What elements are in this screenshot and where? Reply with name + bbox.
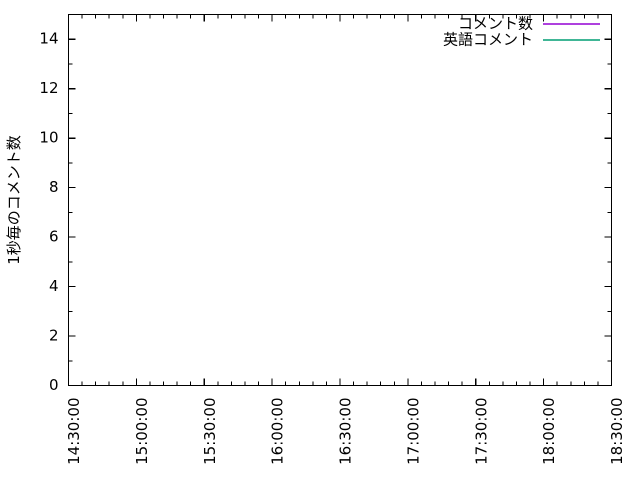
x-tick-label: 17:30:00 — [472, 398, 490, 465]
y-axis-ticks: 0 2 4 6 8 10 12 14 — [39, 14, 612, 394]
y-tick-label: 6 — [49, 228, 59, 246]
y-tick-label: 0 — [49, 376, 59, 394]
x-tick-label: 18:00:00 — [540, 398, 558, 465]
y-tick-label: 14 — [39, 30, 58, 48]
y-tick-label: 12 — [39, 79, 58, 97]
x-tick-label: 14:30:00 — [65, 398, 83, 465]
plot-border — [67, 13, 613, 387]
x-tick-label: 18:30:00 — [608, 398, 626, 465]
x-tick-label: 15:00:00 — [133, 398, 151, 465]
y-tick-label: 2 — [49, 327, 59, 345]
x-tick-label: 16:00:00 — [269, 398, 287, 465]
x-tick-label: 17:00:00 — [404, 398, 422, 465]
y-axis-title: 1秒毎のコメント数 — [5, 135, 23, 265]
x-axis-ticks: 14:30:00 15:00:00 15:30:00 16:00:00 16:30:00… — [65, 14, 626, 465]
legend-label-1: コメント数 — [458, 15, 533, 33]
legend-label-2: 英語コメント — [443, 31, 533, 49]
y-tick-label: 8 — [49, 178, 59, 196]
x-tick-label: 16:30:00 — [337, 398, 355, 465]
y-tick-label: 10 — [39, 129, 58, 147]
x-tick-label: 15:30:00 — [201, 398, 219, 465]
y-tick-label: 4 — [49, 277, 59, 295]
